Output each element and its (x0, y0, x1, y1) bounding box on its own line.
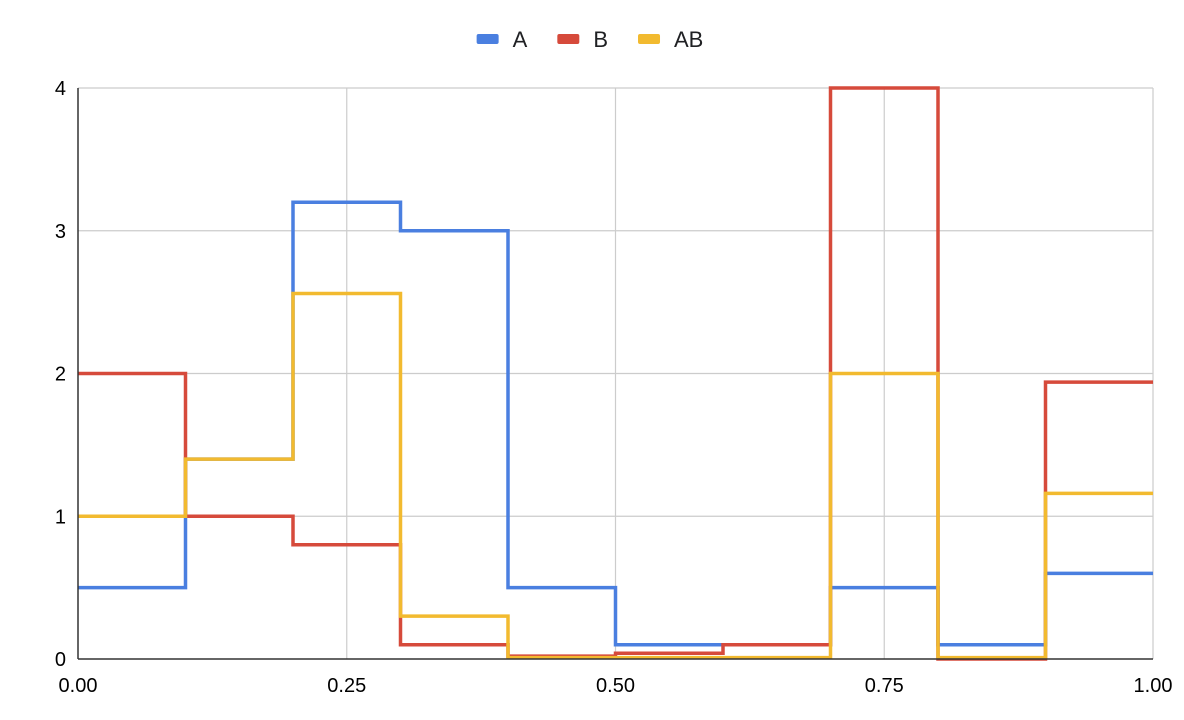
y-tick-label: 1 (55, 506, 66, 528)
legend-item-ab[interactable]: AB (638, 27, 703, 52)
legend-swatch (557, 34, 580, 44)
legend-swatch (476, 34, 499, 44)
axes (77, 88, 1153, 660)
gridlines (78, 87, 1154, 659)
legend-swatch (638, 34, 661, 44)
series-lines (78, 86, 1153, 661)
legend-label: AB (674, 27, 703, 52)
x-tick-label: 0.00 (59, 675, 98, 697)
legend: A B AB (476, 27, 703, 52)
legend-label: A (513, 27, 528, 52)
x-tick-label: 0.50 (596, 675, 635, 697)
y-tick-label: 0 (55, 649, 66, 671)
x-tick-label: 0.25 (327, 675, 366, 697)
legend-label: B (593, 27, 608, 52)
x-tick-label: 1.00 (1134, 675, 1173, 697)
series-line-ab (78, 291, 1153, 660)
y-tick-label: 4 (55, 78, 66, 100)
legend-item-b[interactable]: B (557, 27, 608, 52)
tick-labels: 0 1 2 3 4 0.00 0.25 0.50 0.75 1.00 (55, 78, 1173, 697)
y-tick-label: 2 (55, 364, 66, 386)
y-tick-label: 3 (55, 221, 66, 243)
x-tick-label: 0.75 (865, 675, 904, 697)
legend-item-a[interactable]: A (476, 27, 528, 52)
